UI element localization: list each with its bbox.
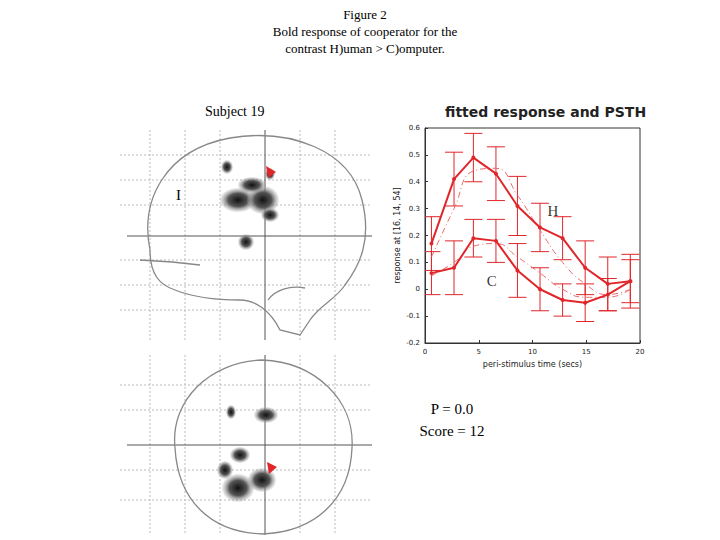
svg-text:0.4: 0.4 [409, 178, 421, 186]
svg-text:20: 20 [636, 348, 645, 356]
svg-text:-0.1: -0.1 [406, 312, 420, 320]
svg-text:-0.2: -0.2 [406, 339, 420, 347]
svg-text:5: 5 [477, 348, 481, 356]
svg-text:0: 0 [423, 348, 427, 356]
svg-text:0: 0 [416, 285, 420, 293]
html-text:contrast H)uman > C)omputer.: contrast H)uman > C)omputer. [285, 41, 445, 56]
svg-text:0.1: 0.1 [409, 258, 420, 266]
svg-text:0.6: 0.6 [409, 124, 421, 132]
svg-text:response at [16, 14, 54]: response at [16, 14, 54] [393, 187, 402, 283]
html-text:Subject 19: Subject 19 [205, 104, 265, 119]
svg-text:peri-stimulus time (secs): peri-stimulus time (secs) [483, 360, 582, 369]
html-text:Score = 12: Score = 12 [419, 423, 485, 439]
svg-text:15: 15 [582, 348, 591, 356]
html-text:P = 0.0: P = 0.0 [430, 401, 474, 417]
svg-text:H: H [548, 203, 559, 219]
html-text:I: I [176, 187, 181, 203]
html-text:Bold response of cooperator fo: Bold response of cooperator for the [272, 24, 458, 39]
html-text:Figure 2: Figure 2 [343, 7, 387, 22]
svg-text:0.5: 0.5 [409, 151, 420, 159]
svg-text:0.2: 0.2 [409, 232, 420, 240]
svg-text:C: C [487, 273, 497, 289]
svg-text:fitted response and PSTH: fitted response and PSTH [445, 104, 646, 120]
svg-text:10: 10 [528, 348, 537, 356]
svg-text:0.3: 0.3 [409, 205, 420, 213]
